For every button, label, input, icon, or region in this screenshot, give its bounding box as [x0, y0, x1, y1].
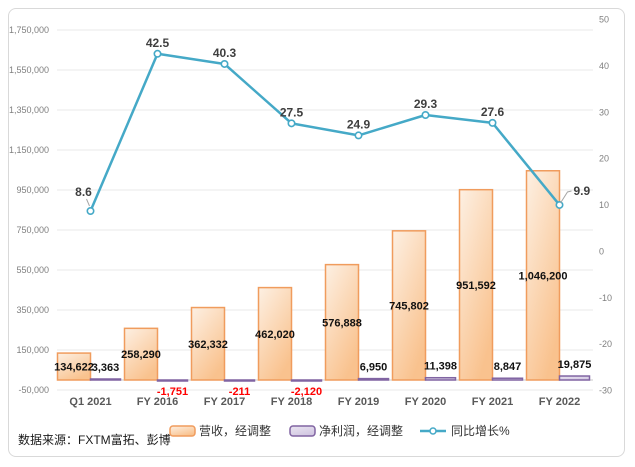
legend-marker-growth — [429, 427, 437, 435]
legend-label-net-profit: 净利润，经调整 — [319, 423, 403, 438]
revenue-label: 576,888 — [322, 317, 362, 329]
chart-area-frame — [8, 8, 625, 457]
bar-revenue — [257, 286, 293, 381]
bar-net-profit — [558, 375, 591, 381]
category-label: FY 2020 — [405, 396, 446, 408]
revenue-label: 951,592 — [456, 280, 496, 292]
right-axis-tick: -20 — [599, 339, 612, 349]
right-axis-tick: 50 — [599, 15, 609, 25]
revenue-label: 134,622 — [54, 362, 94, 374]
revenue-label: 462,020 — [255, 329, 295, 341]
growth-marker — [220, 59, 229, 68]
bar-revenue — [190, 306, 226, 381]
left-axis-tick: 950,000 — [16, 185, 49, 195]
right-axis-tick: 10 — [599, 200, 609, 210]
revenue-label: 258,290 — [121, 349, 161, 361]
right-axis-tick: 40 — [599, 61, 609, 71]
right-axis-tick: 30 — [599, 107, 609, 117]
bar-net-profit — [424, 376, 457, 381]
growth-label: 42.5 — [146, 36, 170, 50]
net-profit-label: -211 — [229, 386, 250, 398]
legend-swatch-net-profit — [289, 425, 316, 437]
growth-marker — [421, 110, 430, 119]
growth-marker — [354, 131, 363, 140]
bar-net-profit — [491, 377, 524, 381]
left-axis-tick: 1,550,000 — [9, 65, 49, 75]
left-axis-tick: 550,000 — [16, 265, 49, 275]
net-profit-label: -2,120 — [291, 386, 322, 398]
growth-marker — [555, 200, 564, 209]
bar-net-profit — [89, 378, 122, 381]
net-profit-label: 19,875 — [558, 359, 592, 371]
revenue-label: 1,046,200 — [519, 270, 568, 282]
bar-revenue — [324, 263, 360, 381]
bar-net-profit — [156, 379, 189, 382]
bar-revenue — [458, 188, 494, 381]
growth-label: 29.3 — [414, 97, 438, 111]
bar-net-profit — [357, 377, 390, 381]
left-axis-tick: 1,350,000 — [9, 105, 49, 115]
leader-line — [560, 190, 572, 204]
left-axis-tick: 1,750,000 — [9, 25, 49, 35]
growth-label: 9.9 — [574, 184, 591, 198]
net-profit-label: -1,751 — [157, 386, 188, 398]
right-axis-tick: -30 — [599, 386, 612, 396]
category-label: FY 2017 — [204, 396, 245, 408]
right-axis-tick: 0 — [599, 246, 604, 256]
left-axis-tick: 150,000 — [16, 345, 49, 355]
growth-label: 27.5 — [280, 105, 304, 119]
category-label: FY 2016 — [137, 396, 178, 408]
growth-marker — [86, 206, 95, 215]
category-label: FY 2021 — [472, 396, 513, 408]
revenue-label: 745,802 — [389, 300, 429, 312]
legend-label-growth: 同比增长% — [451, 424, 510, 438]
bar-revenue — [56, 352, 92, 381]
bar-net-profit — [223, 379, 256, 382]
right-axis-tick: -10 — [599, 293, 612, 303]
net-profit-label: 6,950 — [360, 362, 388, 374]
left-axis-tick: -50,000 — [18, 385, 49, 395]
growth-label: 27.6 — [481, 105, 505, 119]
leader-line — [86, 198, 90, 207]
legend-label-revenue: 营收，经调整 — [199, 423, 271, 438]
bar-revenue — [391, 230, 427, 381]
growth-marker — [287, 119, 296, 128]
net-profit-label: 3,363 — [92, 362, 120, 374]
left-axis-tick: 350,000 — [16, 305, 49, 315]
source-note: 数据来源：FXTM富拓、彭博 — [18, 433, 171, 447]
growth-line — [89, 52, 561, 212]
net-profit-label: 11,398 — [424, 361, 457, 373]
left-axis-tick: 1,150,000 — [9, 145, 49, 155]
bar-revenue — [123, 327, 159, 381]
category-label: FY 2022 — [539, 396, 580, 408]
growth-label: 24.9 — [347, 117, 371, 131]
bar-net-profit — [290, 379, 323, 382]
left-axis-tick: 750,000 — [16, 225, 49, 235]
category-label: Q1 2021 — [69, 396, 111, 408]
category-label: FY 2019 — [338, 396, 379, 408]
growth-marker — [488, 118, 497, 127]
revenue-label: 362,332 — [188, 339, 228, 351]
growth-marker — [153, 49, 162, 58]
growth-label: 40.3 — [213, 46, 237, 60]
legend-swatch-revenue — [169, 425, 196, 437]
right-axis-tick: 20 — [599, 154, 609, 164]
bar-revenue — [525, 170, 561, 381]
growth-label: 8.6 — [75, 185, 92, 199]
net-profit-label: 8,847 — [494, 361, 522, 373]
category-label: FY 2018 — [271, 396, 312, 408]
